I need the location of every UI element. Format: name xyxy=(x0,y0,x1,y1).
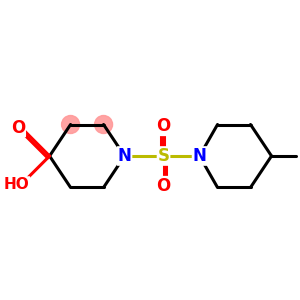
Text: O: O xyxy=(156,117,171,135)
Text: N: N xyxy=(193,147,206,165)
Circle shape xyxy=(94,116,112,134)
Text: O: O xyxy=(11,118,25,136)
Text: HO: HO xyxy=(4,177,29,192)
Text: O: O xyxy=(156,177,171,195)
Circle shape xyxy=(61,116,80,134)
Text: S: S xyxy=(158,147,169,165)
Text: N: N xyxy=(118,147,131,165)
